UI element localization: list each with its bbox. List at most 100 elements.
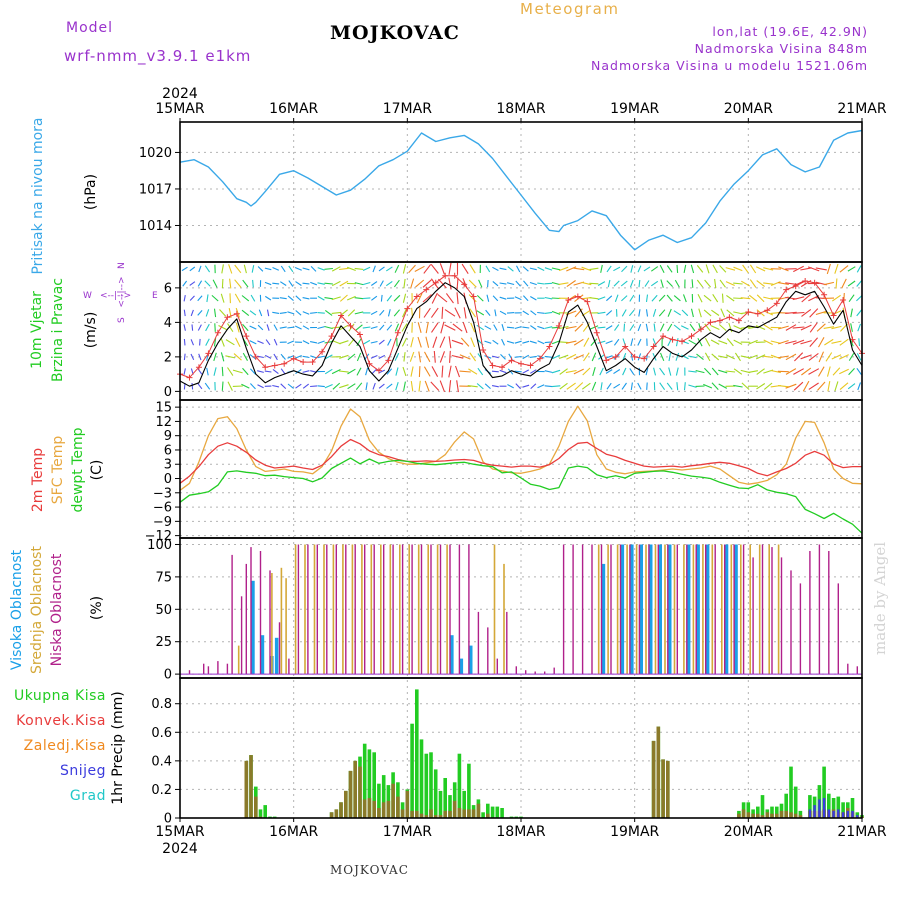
cloud-bar-mid — [280, 567, 283, 675]
wind-arrow — [221, 278, 224, 289]
wind-arrow — [613, 280, 620, 287]
wind-arrow — [809, 322, 818, 333]
wind-gust-marker — [660, 333, 667, 340]
y-tick-label: −3 — [153, 486, 172, 501]
wind-arrow — [506, 312, 515, 314]
wind-arrow — [857, 323, 862, 332]
wind-arrow — [718, 369, 728, 374]
wind-arrow — [622, 367, 627, 376]
wind-arrow — [317, 282, 325, 285]
pressure-line — [179, 129, 863, 251]
cloud-bar-low — [439, 544, 442, 675]
y-tick-label: 75 — [155, 570, 172, 585]
wind-arrow — [484, 340, 492, 344]
wind-gust-marker — [442, 272, 449, 279]
wind-arrow — [607, 279, 611, 288]
wind-arrow — [834, 381, 839, 392]
wind-arrow — [755, 325, 766, 331]
precip-total-bar — [481, 812, 485, 818]
wind-arrow — [839, 338, 849, 346]
wind-arrow — [630, 382, 633, 390]
wind-arrow — [653, 367, 657, 376]
wind-arrow — [378, 354, 386, 359]
wind-gust-marker — [404, 305, 411, 312]
wind-arrow — [523, 280, 529, 287]
wind-arrow — [415, 279, 425, 288]
station-title: MOJKOVAC — [330, 22, 460, 44]
cloud-bar-mid — [271, 573, 273, 675]
wind-arrow — [551, 340, 561, 345]
wind-gust-marker — [536, 355, 543, 362]
wind-gust-marker — [366, 360, 373, 367]
wind-arrow — [418, 351, 422, 363]
cloud-bar-low — [818, 544, 821, 675]
wind-arrow — [847, 383, 856, 390]
wind-gust-marker — [262, 364, 269, 371]
wind-arrow — [668, 367, 672, 376]
precip-total-bar — [500, 808, 504, 818]
wind-arrow — [302, 370, 310, 373]
wind-unit: (m/s) — [83, 312, 99, 349]
wind-arrow — [394, 323, 400, 332]
wind-arrow — [529, 340, 537, 344]
wind-arrow — [522, 295, 529, 302]
wind-gust-marker — [470, 293, 477, 300]
wind-gust-marker — [811, 279, 818, 286]
wind-arrow — [470, 337, 476, 348]
wind-arrow — [544, 296, 553, 300]
precip-conv-bar — [405, 790, 410, 818]
wind-arrow — [689, 323, 696, 332]
wind-gust-marker — [716, 317, 723, 324]
y-tick-label: 1014 — [139, 219, 172, 234]
wind-arrow — [741, 382, 750, 390]
cloud-bar-low — [383, 544, 385, 675]
wind-arrow — [680, 325, 689, 330]
wind-arrow — [733, 325, 743, 331]
wind-arrow — [492, 385, 499, 388]
wind-arrow — [295, 383, 302, 389]
wind-arrow — [331, 339, 341, 345]
wind-arrow — [324, 309, 333, 316]
y-tick-label: 1017 — [139, 182, 172, 197]
wind-arrow — [848, 368, 855, 376]
precip-conv-bar — [486, 813, 490, 818]
precip-conv-bar — [751, 813, 755, 818]
wind-arrow — [331, 280, 341, 287]
wind-arrow — [444, 324, 456, 331]
wind-arrow — [183, 353, 186, 361]
wind-arrow — [522, 369, 530, 374]
wind-arrow — [385, 280, 393, 287]
precip-total-bar — [490, 806, 495, 818]
precip-conv-bar — [765, 812, 770, 818]
wind-arrow — [324, 282, 333, 285]
wind-arrow — [266, 324, 270, 331]
wind-gust-marker — [489, 362, 496, 369]
wind-arrow — [264, 281, 272, 286]
wind-arrow — [801, 367, 812, 376]
wind-arrow — [487, 279, 489, 288]
wind-arrow — [499, 296, 507, 300]
wind-arrow — [559, 382, 568, 390]
precip-legend-item: Zaledj.Kisa — [24, 738, 106, 754]
wind-arrow — [363, 339, 371, 345]
precip-total-bar — [841, 802, 845, 818]
wind-arrow — [831, 354, 842, 360]
cloud-bar-low — [714, 544, 716, 675]
y-tick-label: 12 — [155, 415, 172, 430]
wind-arrow — [379, 309, 385, 316]
cloud-bar-mid — [692, 544, 695, 675]
wind-arrow — [629, 279, 634, 288]
wind-arrow — [605, 369, 613, 374]
wind-arrow — [522, 384, 530, 388]
wind-arrow — [792, 311, 805, 314]
sfc-temp-label: SFC Temp — [50, 436, 66, 505]
wind-arrow — [529, 281, 537, 286]
wind-arrow — [574, 323, 584, 332]
wind-arrow — [777, 325, 789, 330]
wind-arrow — [749, 279, 757, 288]
wind-gust-marker — [328, 333, 335, 340]
precip-total-bar — [495, 806, 500, 818]
wind-arrow — [402, 293, 407, 303]
precip-conv-bar — [396, 796, 400, 818]
x-tick-label-bottom: 15MAR — [155, 824, 204, 840]
